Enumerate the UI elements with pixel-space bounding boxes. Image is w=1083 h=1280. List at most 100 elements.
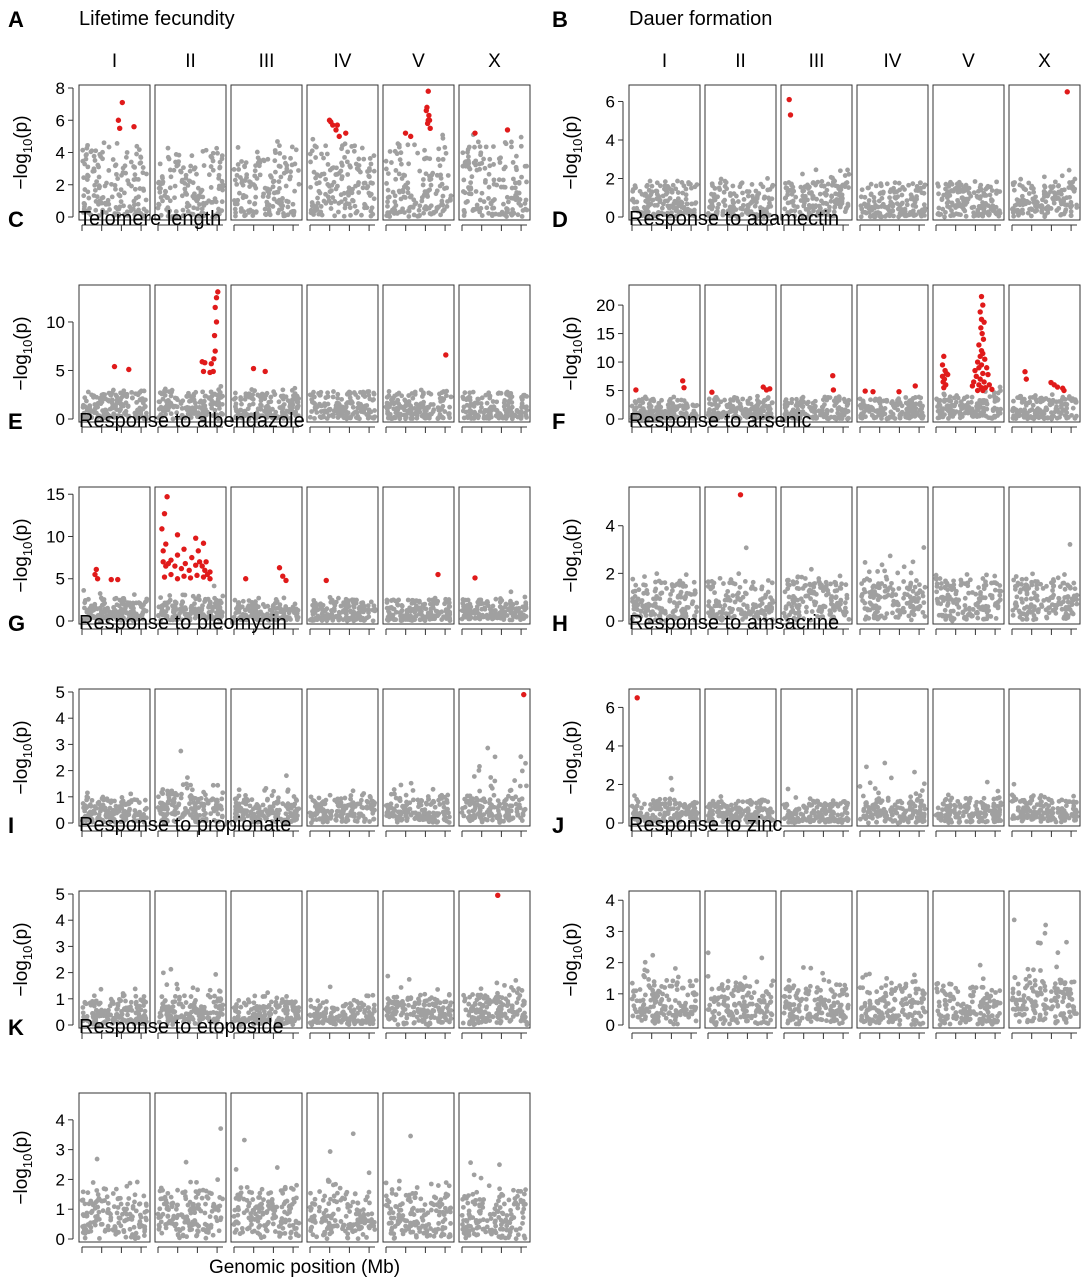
gwas-point: [879, 195, 885, 201]
gwas-point: [278, 393, 284, 399]
gwas-point: [387, 149, 393, 154]
gwas-point: [345, 172, 351, 177]
gwas-point: [815, 179, 821, 185]
panel-title: Response to abamectin: [629, 208, 839, 230]
gwas-point: [987, 192, 993, 198]
gwas-point: [490, 198, 496, 204]
gwas-point: [968, 399, 974, 405]
gwas-point: [1043, 206, 1049, 212]
gwas-point: [865, 403, 871, 409]
gwas-point: [315, 195, 320, 201]
gwas-point: [707, 204, 712, 210]
gwas-point: [107, 207, 112, 212]
significant-point: [210, 368, 216, 375]
gwas-point: [510, 207, 515, 212]
gwas-point: [276, 399, 282, 405]
gwas-point: [247, 179, 252, 185]
gwas-point: [333, 186, 339, 192]
gwas-point: [963, 182, 969, 188]
facet-frame: [704, 84, 777, 221]
gwas-point: [398, 196, 404, 202]
gwas-point: [284, 166, 290, 172]
gwas-point: [157, 399, 163, 405]
gwas-point: [765, 187, 771, 193]
gwas-point: [317, 190, 323, 196]
gwas-point: [790, 184, 796, 190]
gwas-point: [510, 195, 516, 201]
gwas-point: [884, 181, 890, 187]
gwas-point: [383, 166, 389, 172]
gwas-point: [863, 204, 869, 209]
gwas-point: [706, 396, 712, 402]
gwas-point: [447, 610, 452, 616]
gwas-point: [632, 183, 638, 189]
gwas-point: [666, 205, 672, 211]
gwas-point: [412, 389, 418, 395]
chromosome-label: III: [809, 51, 825, 72]
gwas-point: [183, 190, 188, 196]
gwas-point: [95, 401, 101, 406]
gwas-point: [132, 186, 138, 192]
gwas-point: [122, 163, 128, 169]
gwas-point: [914, 183, 920, 189]
gwas-point: [486, 603, 491, 609]
gwas-point: [911, 402, 917, 407]
gwas-point: [831, 213, 837, 219]
gwas-point: [370, 607, 376, 613]
gwas-point: [268, 394, 274, 400]
gwas-point: [159, 174, 165, 179]
gwas-point: [943, 209, 948, 215]
gwas-point: [96, 174, 102, 180]
gwas-point: [131, 592, 137, 598]
gwas-point: [960, 195, 965, 201]
significant-point: [767, 386, 773, 392]
gwas-point: [105, 197, 111, 203]
significant-point: [164, 494, 170, 500]
gwas-point: [344, 201, 350, 206]
gwas-point: [740, 190, 745, 196]
panel-title: Dauer formation: [629, 8, 772, 30]
gwas-point: [824, 187, 830, 193]
gwas-point: [131, 202, 137, 208]
gwas-point: [105, 397, 111, 403]
gwas-point: [859, 206, 865, 212]
gwas-point: [509, 144, 514, 150]
gwas-point: [783, 180, 788, 186]
significant-point: [168, 571, 174, 578]
gwas-point: [283, 394, 289, 400]
gwas-point: [167, 198, 173, 204]
gwas-point: [353, 409, 359, 415]
gwas-point: [1029, 207, 1035, 212]
gwas-point: [262, 604, 268, 610]
gwas-point: [683, 572, 689, 578]
gwas-point: [902, 187, 907, 192]
gwas-point: [201, 211, 206, 216]
gwas-point: [749, 199, 755, 205]
gwas-point: [135, 201, 141, 207]
significant-point: [980, 387, 986, 394]
gwas-point: [390, 597, 396, 603]
gwas-point: [106, 201, 112, 207]
gwas-point: [384, 406, 390, 412]
gwas-point: [281, 211, 286, 216]
gwas-point: [479, 190, 485, 196]
gwas-point: [468, 180, 474, 186]
facet-II: II: [154, 51, 227, 231]
gwas-point: [953, 399, 959, 405]
gwas-point: [83, 398, 89, 404]
gwas-point: [667, 396, 673, 402]
gwas-point: [489, 213, 495, 219]
gwas-point: [629, 403, 635, 409]
gwas-point: [896, 180, 902, 186]
gwas-point: [486, 390, 492, 396]
gwas-point: [101, 601, 107, 607]
significant-point: [174, 552, 181, 558]
gwas-point: [203, 200, 209, 206]
gwas-point: [307, 151, 313, 157]
gwas-point: [397, 157, 403, 163]
gwas-point: [188, 212, 194, 218]
gwas-point: [722, 197, 728, 203]
gwas-point: [760, 212, 766, 218]
gwas-point: [244, 172, 250, 178]
